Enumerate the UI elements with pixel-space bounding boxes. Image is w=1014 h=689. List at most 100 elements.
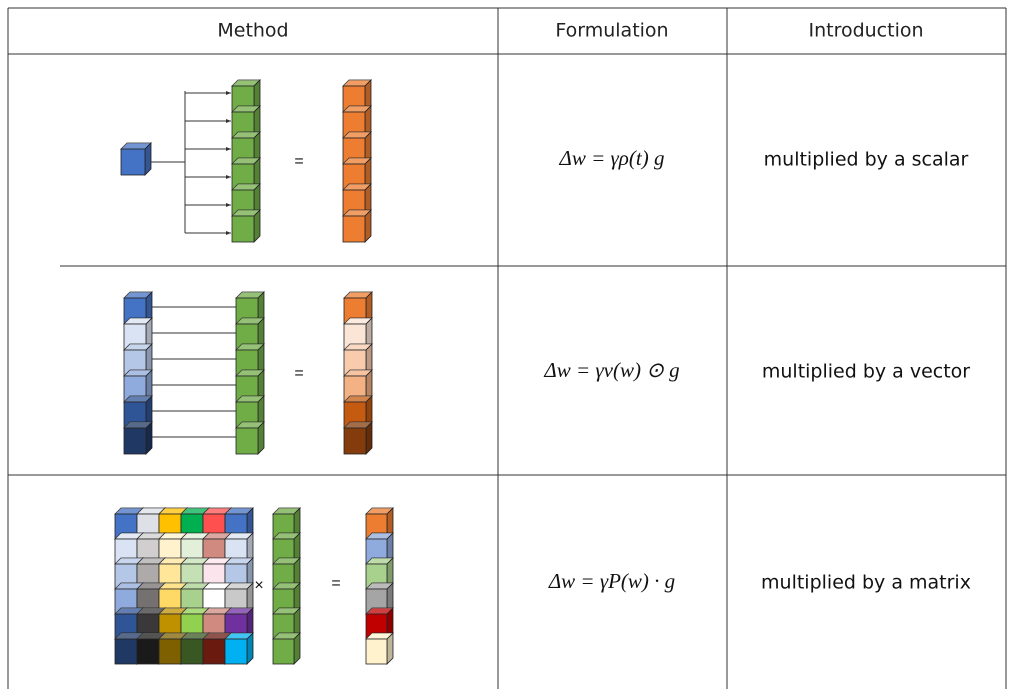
cube-top-shade [159,508,187,514]
cube-side-shade [254,184,260,216]
cube-side-shade [254,158,260,190]
cube-top-shade [273,533,300,539]
cube-top-shade [159,633,187,639]
cube-top-shade [344,370,372,376]
cube-top-shade [343,158,371,164]
cube-top-shade [203,583,231,589]
cube-front [136,638,160,665]
cube-top-shade [273,633,300,639]
cube-side-shade [254,106,260,138]
cube-top-shade [344,344,372,350]
cube-top-shade [232,210,260,216]
cube-front [365,638,388,665]
cube-side-shade [146,292,152,324]
cube-front [343,427,367,455]
header-cell: Formulation [555,20,668,42]
cube-top-shade [181,558,209,564]
cube-side-shade [294,558,300,589]
cube-side-shade [366,292,372,324]
cube-front [224,638,248,665]
cube-side-shade [258,344,264,376]
cube-side-shade [247,533,253,564]
header-cell: Method [217,20,288,42]
cube-top-shade [115,508,143,514]
cube-top-shade [159,558,187,564]
cube-side-shade [365,184,371,216]
cube-top-shade [137,533,165,539]
cube-side-shade [366,370,372,402]
cube-side-shade [258,318,264,350]
operator: = [294,153,303,170]
cube-top-shade [236,318,264,324]
formula: Δw = γv(w) ⊙ g [543,358,679,382]
cube-front [120,148,146,176]
cube-top-shade [273,558,300,564]
cube-top-shade [236,422,264,428]
cube-top-shade [181,583,209,589]
cube-top-shade [236,344,264,350]
cube-front [114,638,138,665]
cube-top-shade [181,633,209,639]
cube-side-shade [145,143,151,175]
cube-top-shade [343,132,371,138]
cube-top-shade [124,370,152,376]
cube-side-shade [387,508,393,539]
cube-front [180,638,204,665]
cube-top-shade [137,608,165,614]
cube-top-shade [225,558,253,564]
cube-side-shade [366,422,372,454]
cube-side-shade [247,558,253,589]
cube-top-shade [232,80,260,86]
cube-top-shade [203,608,231,614]
cube-top-shade [366,633,393,639]
cube-top-shade [366,533,393,539]
cube-top-shade [343,106,371,112]
cube-top-shade [137,508,165,514]
cube-top-shade [366,558,393,564]
cube-side-shade [254,210,260,242]
cube-side-shade [366,318,372,350]
cube-top-shade [236,292,264,298]
cube-side-shade [387,558,393,589]
cube-side-shade [146,318,152,350]
introduction: multiplied by a vector [762,361,970,383]
cube-top-shade [124,396,152,402]
cube-side-shade [146,370,152,402]
cube-side-shade [365,106,371,138]
cube-top-shade [159,608,187,614]
cube-top-shade [344,318,372,324]
cube-top-shade [343,210,371,216]
cube-side-shade [247,508,253,539]
cube-top-shade [366,583,393,589]
cube-side-shade [146,344,152,376]
cube-side-shade [294,633,300,664]
cube-top-shade [137,583,165,589]
cube-side-shade [387,583,393,614]
cube-top-shade [115,608,143,614]
cube-top-shade [225,583,253,589]
cube-side-shade [247,608,253,639]
cube-top-shade [344,292,372,298]
cube-side-shade [254,132,260,164]
cube-top-shade [203,508,231,514]
cube-side-shade [254,80,260,112]
operator: = [331,575,340,592]
cube-top-shade [181,533,209,539]
cube-side-shade [365,210,371,242]
cube-top-shade [232,184,260,190]
cube-top-shade [137,558,165,564]
cube-top-shade [225,633,253,639]
cube-top-shade [344,422,372,428]
cube-top-shade [203,633,231,639]
cube-side-shade [146,422,152,454]
cube-top-shade [343,80,371,86]
cube-side-shade [387,608,393,639]
cube-top-shade [159,583,187,589]
cube-top-shade [124,318,152,324]
cube-side-shade [387,533,393,564]
cube-top-shade [181,608,209,614]
cube-top-shade [366,508,393,514]
cube-top-shade [232,132,260,138]
cube-front [123,427,147,455]
cube-front [158,638,182,665]
